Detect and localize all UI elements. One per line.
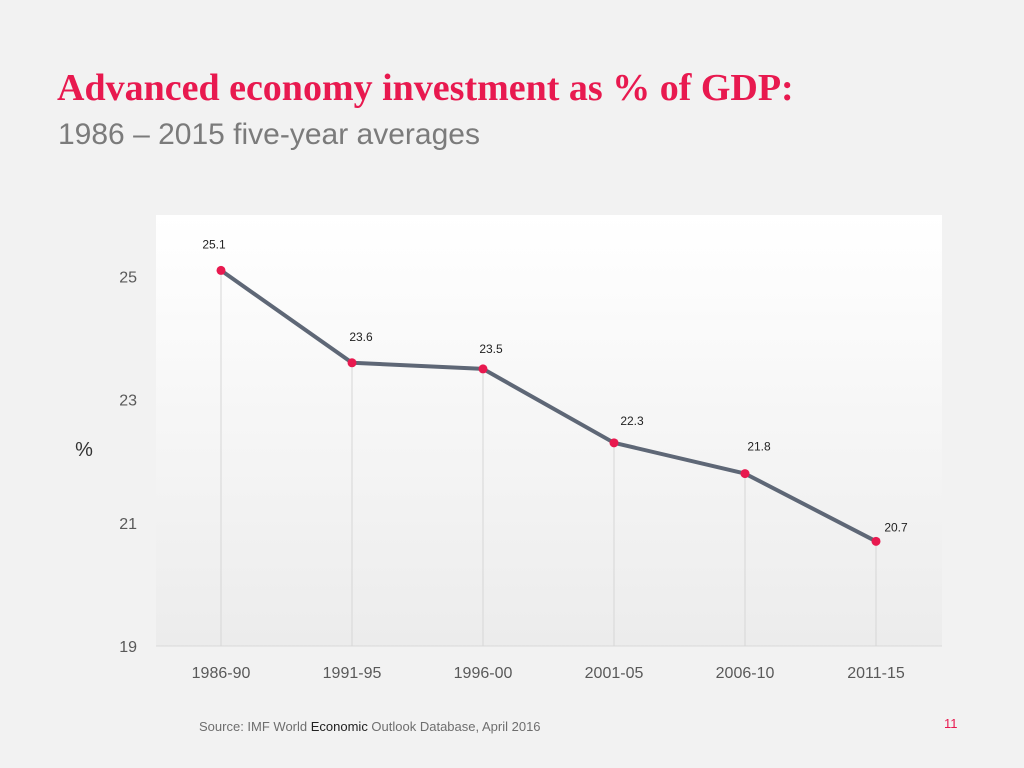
y-tick-label: 19 xyxy=(119,639,137,656)
x-tick-label: 2011-15 xyxy=(847,665,905,682)
data-label: 23.6 xyxy=(349,330,373,344)
data-label: 23.5 xyxy=(479,342,503,356)
data-point xyxy=(478,364,488,374)
slide-title: Advanced economy investment as % of GDP: xyxy=(57,67,794,109)
data-point xyxy=(347,358,357,368)
x-tick-label: 2006-10 xyxy=(716,665,775,682)
data-label: 21.8 xyxy=(747,440,771,454)
slide-subtitle: 1986 – 2015 five-year averages xyxy=(58,118,480,151)
data-label: 25.1 xyxy=(202,237,226,251)
data-point xyxy=(216,265,226,275)
source-suffix: Outlook Database, April 2016 xyxy=(367,719,541,734)
x-tick-label: 1996-00 xyxy=(454,665,513,682)
source-prefix: Source: IMF World xyxy=(199,719,311,734)
page-number: 11 xyxy=(944,716,958,731)
series-line xyxy=(219,268,878,544)
source-note: Source: IMF World Economic Outlook Datab… xyxy=(199,719,541,734)
source-highlight: Economic xyxy=(310,719,368,734)
data-point xyxy=(740,469,750,479)
x-tick-label: 1991-95 xyxy=(323,665,382,682)
data-label: 22.3 xyxy=(620,414,644,428)
data-label: 20.7 xyxy=(884,520,908,534)
y-tick-label: 23 xyxy=(119,393,137,410)
x-tick-label: 2001-05 xyxy=(585,665,644,682)
y-tick-label: 25 xyxy=(119,270,137,287)
data-point xyxy=(609,438,619,448)
y-axis-label: % xyxy=(75,439,93,461)
data-point xyxy=(871,536,881,546)
x-tick-label: 1986-90 xyxy=(192,665,251,682)
y-tick-label: 21 xyxy=(119,516,137,533)
plot-area xyxy=(156,215,942,646)
